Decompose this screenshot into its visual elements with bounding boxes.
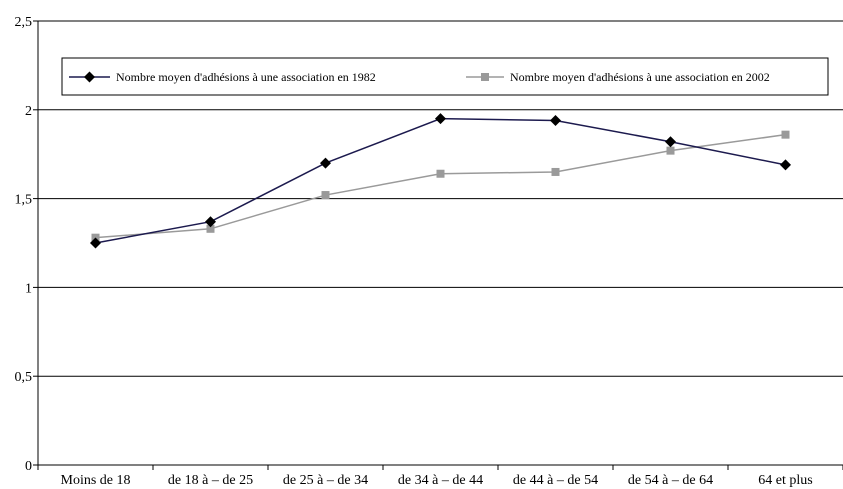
series-line (95, 117, 786, 244)
y-tick-label: 0 (25, 459, 32, 474)
series-line (95, 133, 786, 239)
axes (37, 21, 843, 466)
legend-swatch-marker (481, 73, 489, 81)
data-point (320, 157, 331, 169)
data-point (206, 224, 215, 233)
data-point (550, 114, 561, 126)
x-tick-label: 64 et plus (758, 473, 812, 488)
x-tick-label: de 44 à – de 54 (513, 473, 598, 488)
y-tick-label: 1,5 (15, 193, 33, 208)
data-point (436, 169, 445, 178)
data-point (780, 159, 791, 171)
data-point (665, 136, 676, 148)
x-tick-label: de 54 à – de 64 (628, 473, 713, 488)
legend: Nombre moyen d'adhésions à une associati… (61, 57, 829, 96)
y-tick-label: 2,5 (15, 15, 33, 30)
legend-entry-label: Nombre moyen d'adhésions à une associati… (116, 70, 376, 84)
data-point (781, 130, 790, 139)
data-point (551, 167, 560, 176)
data-point (205, 216, 216, 228)
legend-entry-label: Nombre moyen d'adhésions à une associati… (510, 70, 770, 84)
x-axis-ticks: Moins de 18 de 18 à – de 25 de 25 à – de 3… (37, 465, 843, 488)
legend-swatch-marker (84, 71, 95, 83)
data-point (666, 146, 675, 155)
y-tick-label: 0,5 (15, 370, 33, 385)
x-tick-label: Moins de 18 (61, 473, 131, 488)
data-point (435, 113, 446, 125)
y-tick-label: 2 (25, 104, 32, 119)
grid (38, 20, 843, 377)
y-tick-label: 1 (25, 281, 32, 296)
series-0 (90, 113, 791, 249)
x-tick-label: de 25 à – de 34 (283, 473, 368, 488)
x-tick-label: de 34 à – de 44 (398, 473, 483, 488)
x-tick-label: de 18 à – de 25 (168, 473, 253, 488)
y-axis-ticks: 0 0,5 1 1,5 2 2,5 (15, 15, 38, 474)
series-layer (90, 113, 791, 249)
data-point (90, 237, 101, 249)
data-point (321, 191, 330, 200)
legend-box (61, 57, 829, 96)
